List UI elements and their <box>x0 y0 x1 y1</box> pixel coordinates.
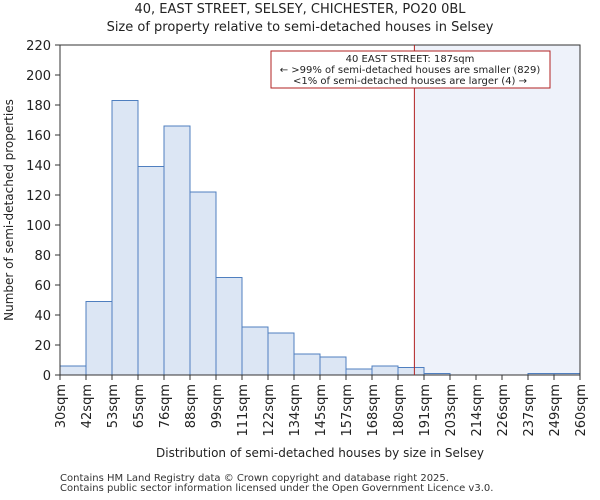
y-tick-label: 200 <box>26 69 51 84</box>
x-tick-label: 134sqm <box>288 384 303 437</box>
y-tick-label: 20 <box>34 339 51 354</box>
y-tick-label: 40 <box>34 309 51 324</box>
x-tick-label: 99sqm <box>210 384 225 428</box>
histogram-bar <box>293 353 321 376</box>
y-tick-label: 180 <box>26 99 51 114</box>
histogram-bar <box>163 125 191 376</box>
x-tick-label: 76sqm <box>158 384 173 428</box>
x-tick-label: 260sqm <box>574 384 589 437</box>
x-tick-label: 191sqm <box>418 384 433 437</box>
x-tick-label: 168sqm <box>366 384 381 437</box>
x-tick-label: 53sqm <box>106 384 121 428</box>
x-tick-label: 249sqm <box>548 384 563 437</box>
footer-line-2: Contains public sector information licen… <box>60 483 494 494</box>
x-tick-label: 88sqm <box>184 384 199 428</box>
y-tick-label: 140 <box>26 159 51 174</box>
chart-subtitle: Size of property relative to semi-detach… <box>106 20 494 35</box>
histogram-bar <box>137 166 165 376</box>
histogram-bar <box>267 332 295 376</box>
histogram-bar <box>85 301 113 376</box>
x-tick-label: 122sqm <box>262 384 277 437</box>
x-tick-label: 157sqm <box>340 384 355 437</box>
x-axis-label: Distribution of semi-detached houses by … <box>156 446 484 460</box>
y-tick-label: 100 <box>26 219 51 234</box>
histogram-bar <box>397 367 425 376</box>
x-tick-label: 226sqm <box>496 384 511 437</box>
annotation-larger: <1% of semi-detached houses are larger (… <box>293 76 527 87</box>
x-tick-label: 145sqm <box>314 384 329 437</box>
y-tick-label: 160 <box>26 129 51 144</box>
y-tick-label: 120 <box>26 189 51 204</box>
x-tick-label: 111sqm <box>236 384 251 437</box>
x-tick-label: 30sqm <box>54 384 69 428</box>
x-tick-label: 180sqm <box>392 384 407 437</box>
annotation-title: 40 EAST STREET: 187sqm <box>346 54 475 65</box>
histogram-chart: 0 20 40 60 80 100 120 140 160 180 200 220 30sqm 42sq… <box>2 39 589 460</box>
annotation-smaller: ← >99% of semi-detached houses are small… <box>280 65 541 76</box>
y-tick-label: 220 <box>26 39 51 54</box>
y-tick-label: 80 <box>34 249 51 264</box>
x-tick-label: 65sqm <box>132 384 147 428</box>
x-tick-label: 237sqm <box>522 384 537 437</box>
chart-title: 40, EAST STREET, SELSEY, CHICHESTER, PO2… <box>134 2 466 17</box>
histogram-bar <box>241 326 269 376</box>
histogram-bar <box>215 277 243 376</box>
y-tick-label: 60 <box>34 279 51 294</box>
histogram-bar <box>111 100 139 376</box>
y-tick-label: 0 <box>43 369 51 384</box>
histogram-bar <box>371 365 399 376</box>
histogram-bar <box>189 191 217 376</box>
highlight-region <box>414 45 580 375</box>
x-tick-label: 42sqm <box>80 384 95 428</box>
histogram-bar <box>319 356 347 376</box>
x-tick-label: 214sqm <box>470 384 485 437</box>
histogram-bar <box>59 365 87 376</box>
annotation-box <box>270 50 551 89</box>
footer-line-1: Contains HM Land Registry data © Crown c… <box>60 473 449 484</box>
histogram-bar <box>345 368 373 376</box>
x-tick-label: 203sqm <box>444 384 459 437</box>
y-axis-label: Number of semi-detached properties <box>2 99 16 321</box>
